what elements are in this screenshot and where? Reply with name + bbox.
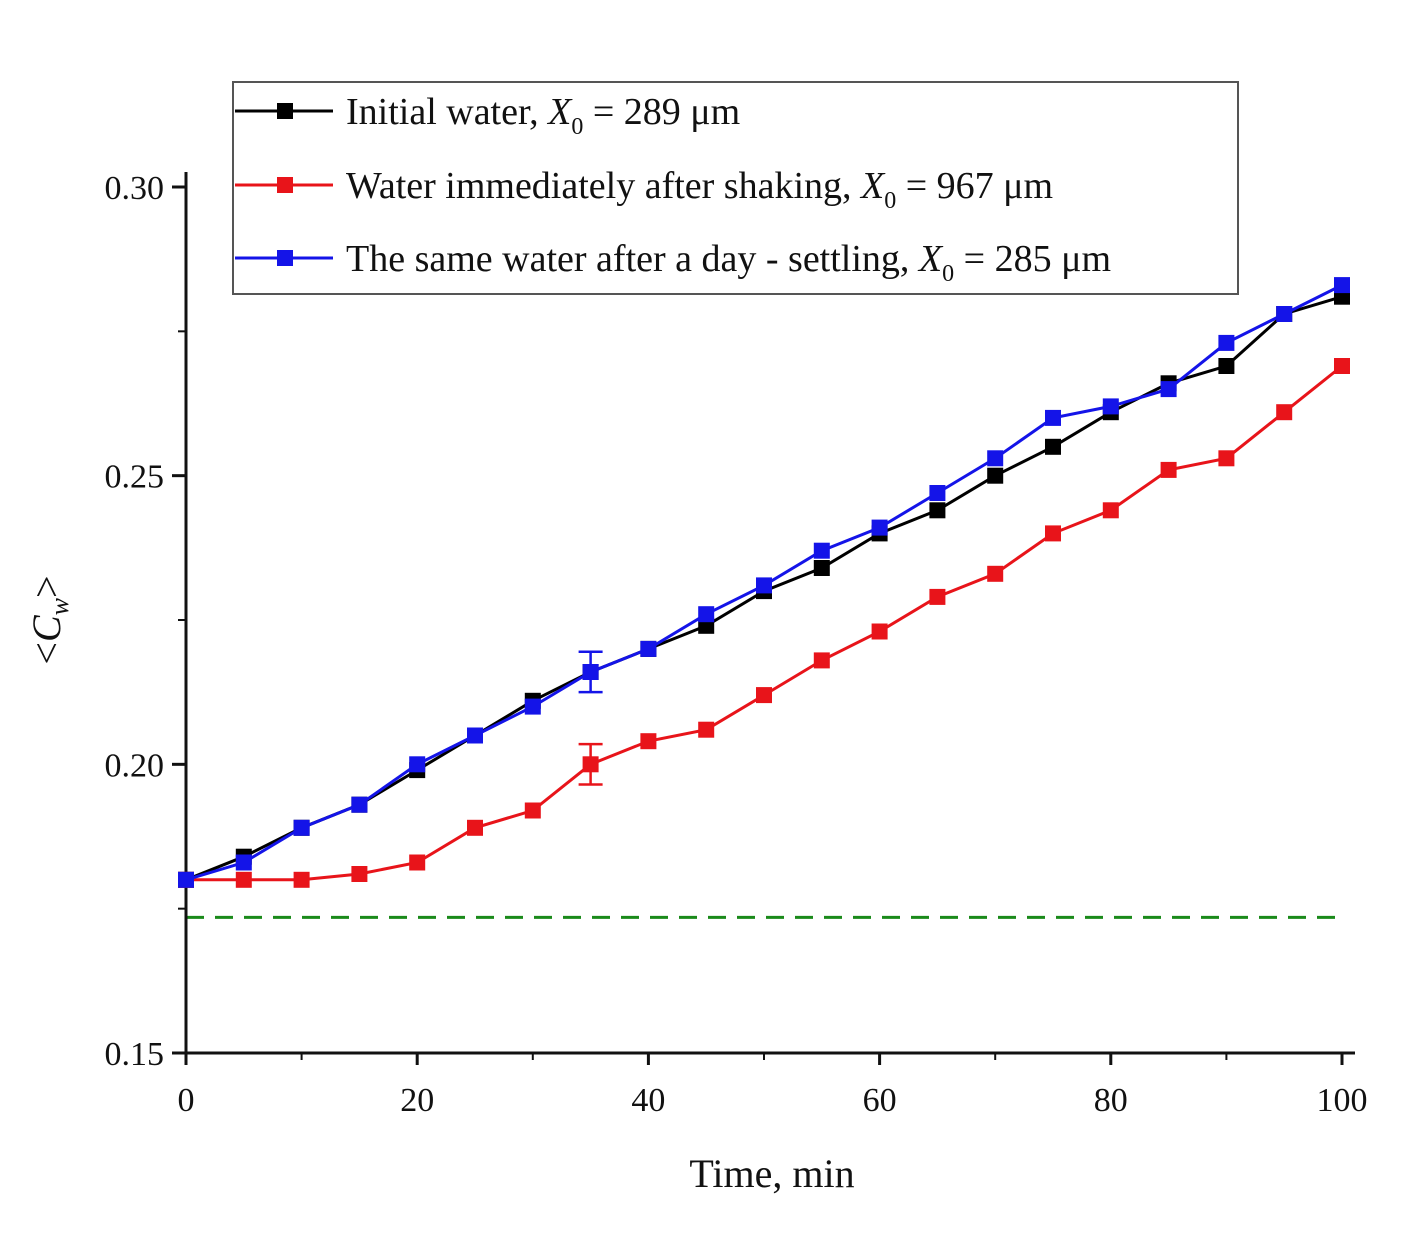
- data-point: [698, 606, 715, 623]
- data-point: [640, 733, 657, 750]
- data-point: [1276, 404, 1293, 421]
- data-point: [929, 485, 946, 501]
- legend-marker: [277, 103, 293, 119]
- data-point: [1218, 334, 1235, 351]
- legend-label-suffix: = 285 μm: [954, 238, 1111, 280]
- data-point: [987, 565, 1004, 582]
- data-point: [293, 819, 310, 836]
- legend-label-text: Water immediately after shaking,: [346, 165, 861, 207]
- data-point: [1334, 358, 1350, 374]
- legend-box: [232, 81, 1239, 295]
- data-point: [1102, 398, 1119, 415]
- x-tick-label: 80: [1094, 1082, 1128, 1119]
- data-point: [1160, 461, 1177, 478]
- x-axis-title: Time, min: [689, 1151, 854, 1196]
- data-point: [871, 623, 888, 640]
- legend-label-subscript: 0: [884, 188, 896, 214]
- legend-label: Water immediately after shaking, X0 = 96…: [346, 165, 1053, 214]
- legend-label-subscript: 0: [571, 114, 583, 140]
- y-tick-label: 0.15: [105, 1036, 165, 1073]
- data-point: [698, 721, 715, 738]
- data-point: [1334, 277, 1350, 294]
- data-point: [813, 560, 830, 576]
- data-point: [1045, 438, 1061, 455]
- data-point: [582, 756, 599, 773]
- legend-label-subscript: 0: [942, 261, 954, 287]
- y-axis-title-variable: C: [24, 614, 69, 642]
- data-point: [1218, 358, 1235, 374]
- legend-label: The same water after a day - settling, X…: [346, 238, 1111, 287]
- data-point: [813, 542, 830, 559]
- data-point: [1276, 306, 1293, 322]
- legend-label-text: The same water after a day - settling,: [346, 238, 919, 280]
- data-point: [929, 588, 946, 605]
- y-axis-title-suffix: >: [24, 575, 69, 598]
- data-point: [235, 854, 252, 871]
- data-point: [467, 727, 483, 744]
- y-tick-label: 0.25: [105, 459, 165, 496]
- series-3: [178, 277, 1350, 888]
- data-point: [813, 652, 830, 669]
- data-point: [1160, 381, 1177, 398]
- data-point: [524, 698, 541, 715]
- data-point: [756, 577, 772, 594]
- y-axis-title-prefix: <: [24, 642, 69, 665]
- data-point: [987, 467, 1004, 484]
- legend-label-variable: X: [859, 165, 886, 207]
- data-point: [1045, 409, 1061, 426]
- data-point: [235, 871, 252, 888]
- legend-marker: [277, 177, 293, 193]
- y-tick-label: 0.30: [105, 170, 165, 207]
- x-tick-label: 20: [400, 1082, 434, 1119]
- y-axis-title-subscript: w: [45, 597, 74, 615]
- x-tick-label: 40: [631, 1082, 665, 1119]
- series-layer: [178, 277, 1350, 888]
- data-point: [1045, 525, 1061, 542]
- data-point: [582, 664, 599, 680]
- y-tick-label: 0.20: [105, 747, 165, 784]
- data-point: [756, 687, 772, 704]
- axes: 0 20 40 60 80 100 0.15 0.20 0.25 0.30: [105, 170, 1368, 1119]
- data-point: [351, 866, 368, 882]
- data-point: [178, 871, 194, 888]
- data-point: [467, 819, 483, 836]
- data-point: [293, 871, 310, 888]
- legend-label-suffix: = 289 μm: [583, 91, 740, 133]
- data-point: [640, 640, 657, 657]
- legend-label-variable: X: [546, 91, 573, 133]
- y-axis-title: <Cw>: [24, 575, 74, 664]
- series-2: [178, 358, 1350, 888]
- data-point: [524, 802, 541, 819]
- legend-label-variable: X: [917, 238, 944, 280]
- data-point: [409, 854, 426, 871]
- data-point: [987, 450, 1004, 467]
- legend-label-suffix: = 967 μm: [896, 165, 1053, 207]
- x-tick-label: 0: [178, 1082, 195, 1119]
- x-tick-label: 60: [863, 1082, 897, 1119]
- data-point: [1218, 450, 1235, 467]
- legend-label: Initial water, X0 = 289 μm: [346, 91, 740, 140]
- data-point: [351, 796, 368, 813]
- x-tick-label: 100: [1317, 1082, 1368, 1119]
- data-point: [1102, 502, 1119, 519]
- legend-label-text: Initial water,: [346, 91, 548, 133]
- data-point: [929, 502, 946, 519]
- data-point: [409, 756, 426, 773]
- legend-marker: [277, 250, 293, 266]
- data-point: [871, 519, 888, 536]
